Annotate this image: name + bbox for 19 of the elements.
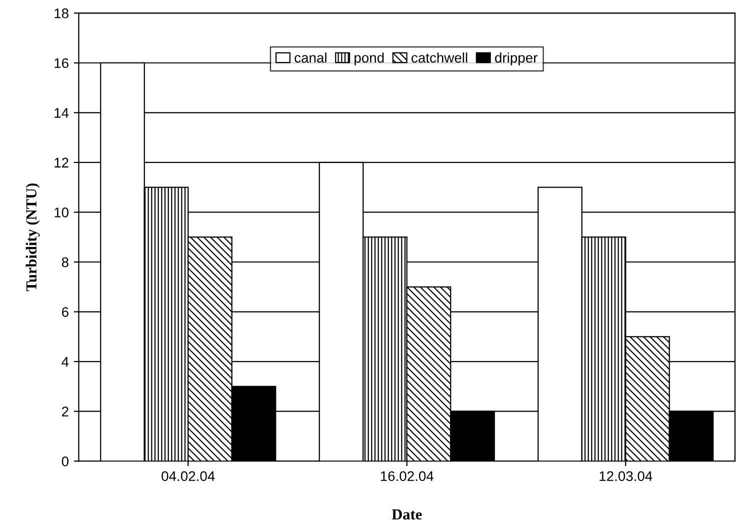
x-tick-label: 12.03.04 — [600, 471, 652, 482]
legend-label: pond — [354, 52, 384, 66]
y-tick-label: 18 — [54, 8, 68, 18]
y-tick-label: 0 — [62, 456, 68, 466]
x-tick-label: 16.02.04 — [380, 471, 434, 482]
y-tick-label: 14 — [54, 108, 69, 118]
x-axis-title: Date — [392, 509, 422, 520]
y-axis-title: Turbidity (NTU) — [26, 184, 40, 292]
y-tick-label: 12 — [54, 158, 68, 168]
x-tick-label: 04.02.04 — [162, 471, 215, 482]
y-tick-label: 4 — [62, 357, 69, 367]
legend-label: dripper — [495, 52, 538, 66]
legend-label: canal — [294, 52, 326, 63]
y-tick-label: 10 — [54, 208, 68, 218]
legend-label: catchwell — [412, 52, 468, 63]
y-tick-label: 2 — [62, 406, 68, 416]
y-tick-label: 16 — [54, 58, 68, 68]
y-tick-label: 6 — [62, 307, 68, 317]
y-tick-label: 8 — [62, 257, 68, 268]
